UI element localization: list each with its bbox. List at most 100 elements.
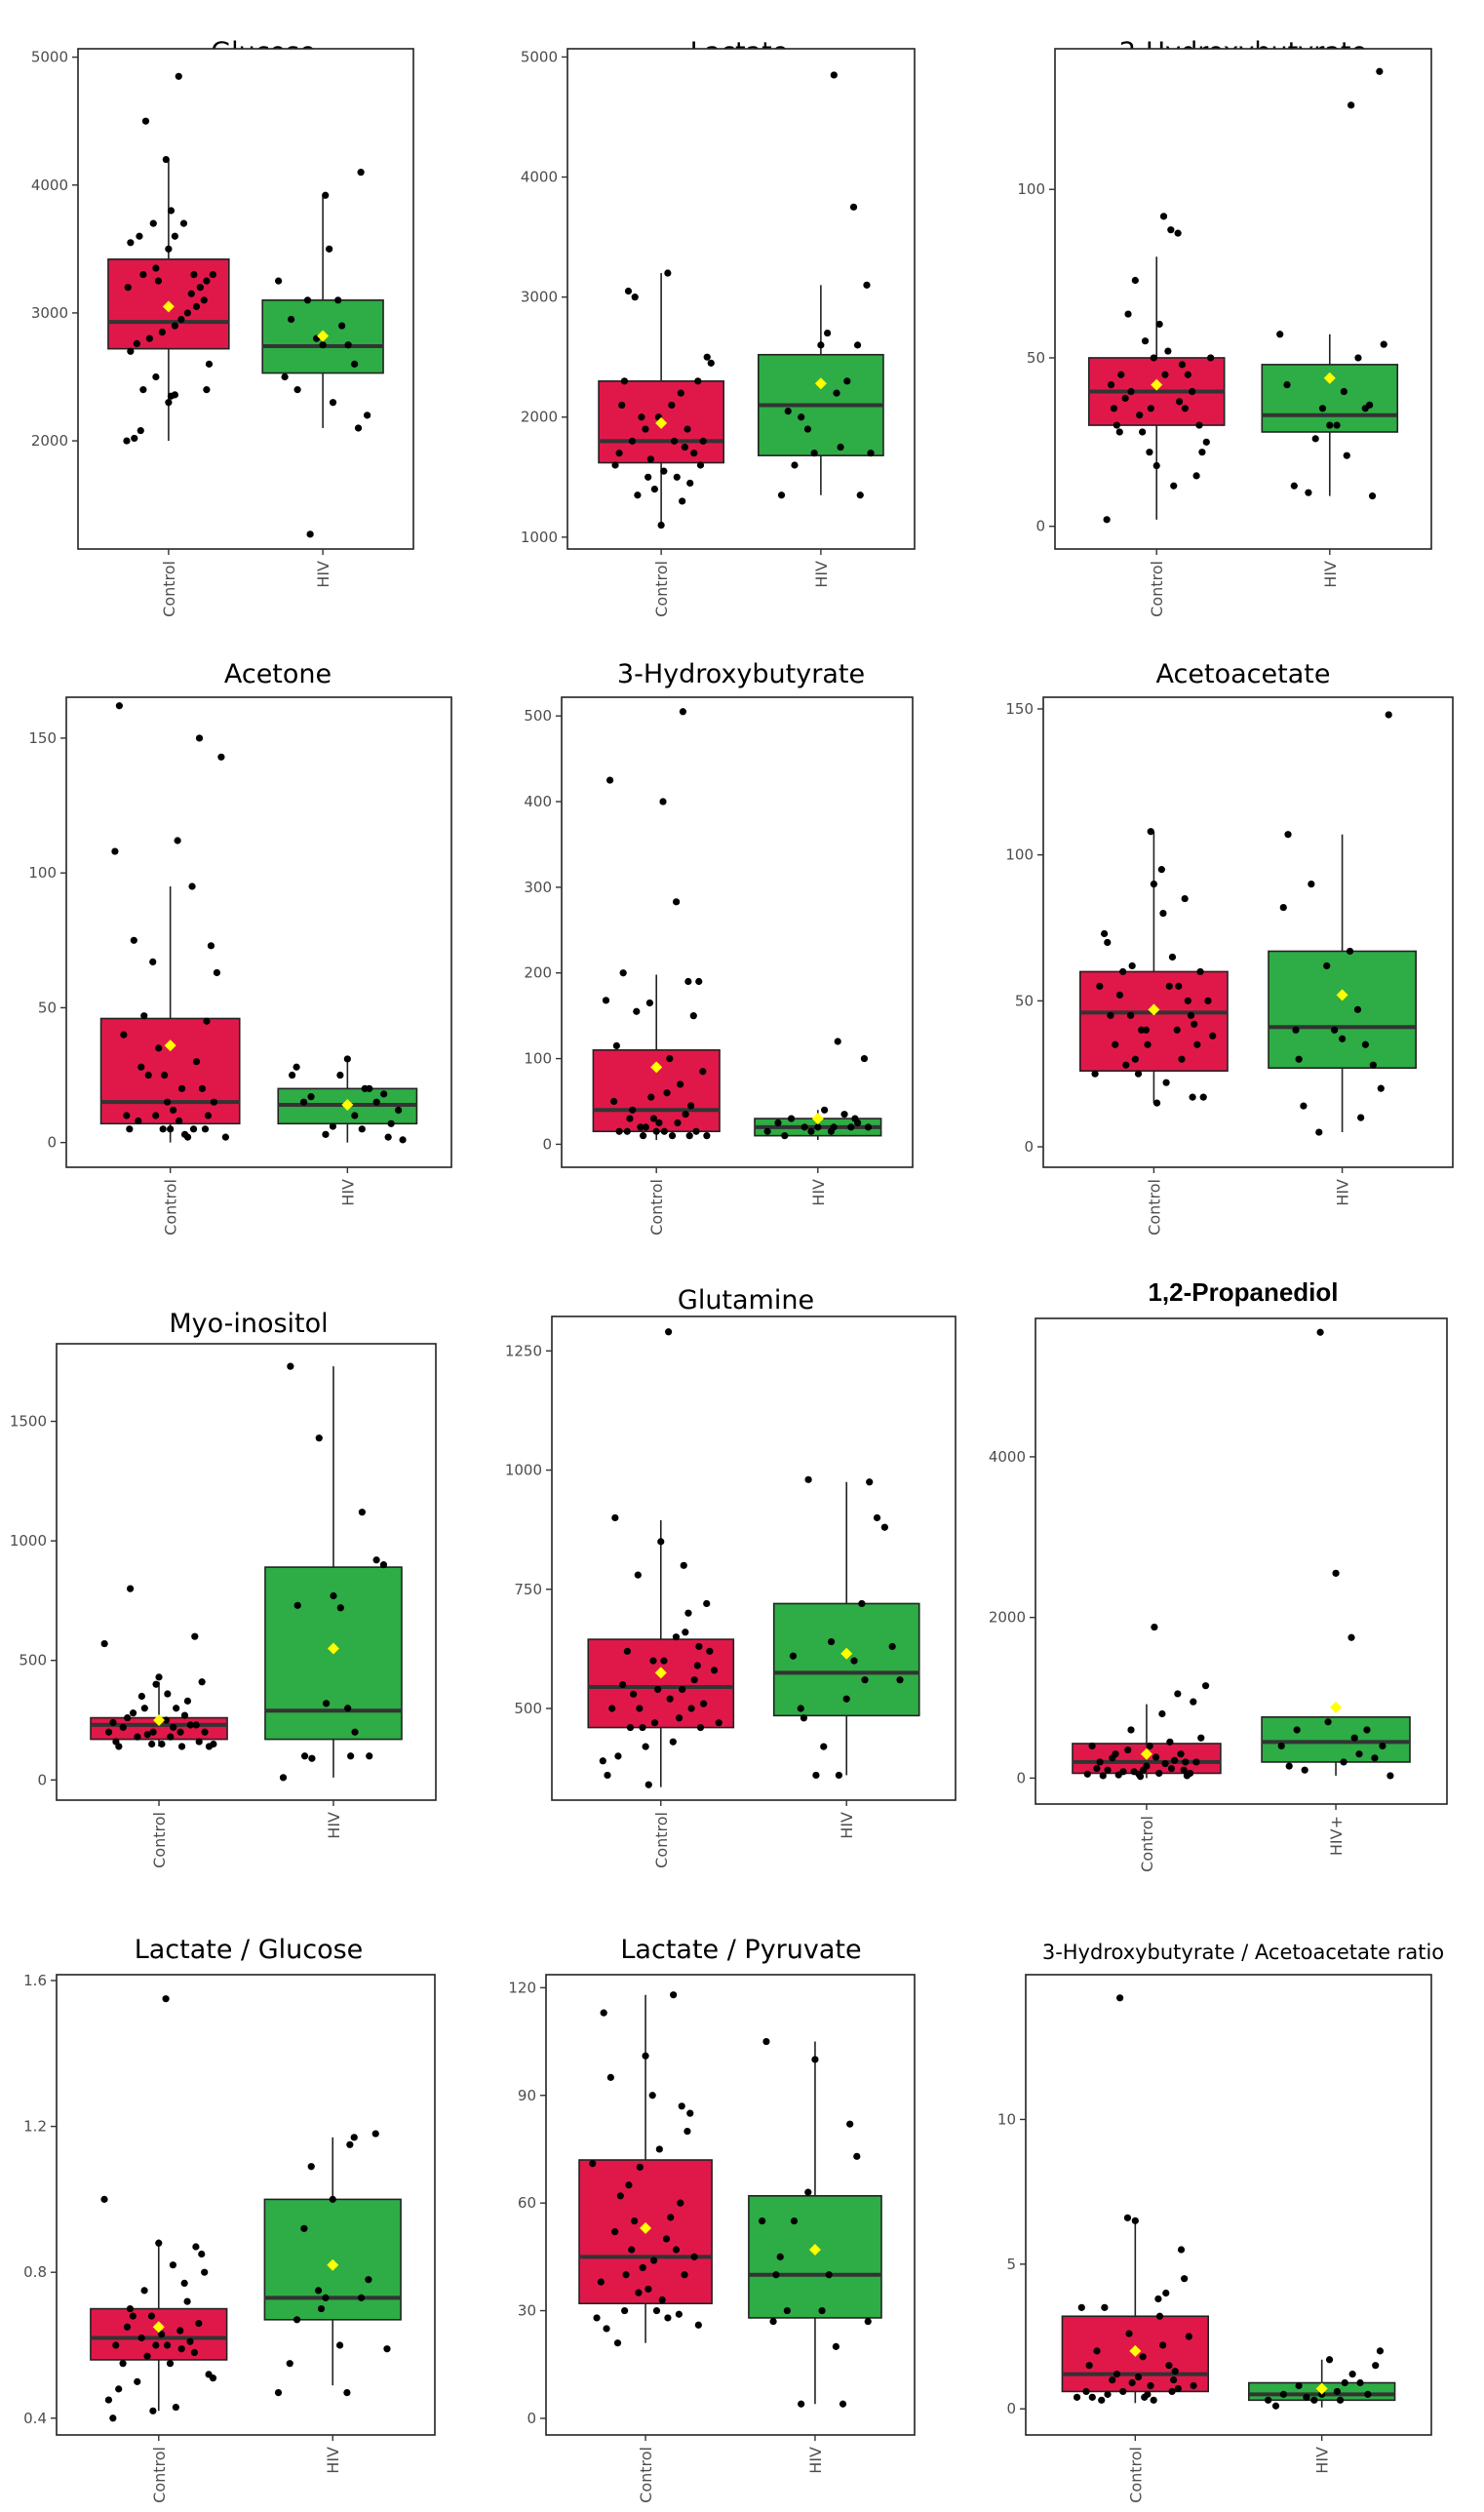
y-tick-label: 100 xyxy=(1017,180,1045,198)
iqr-box xyxy=(1261,1716,1411,1763)
data-point xyxy=(1184,371,1191,378)
data-point xyxy=(673,473,681,481)
panel-glutamine: Glutamine 500 750 1000 1250 Control HIV xyxy=(505,1285,957,1868)
data-point xyxy=(801,1123,808,1131)
data-point xyxy=(1141,337,1150,345)
data-point xyxy=(593,2314,601,2322)
data-point xyxy=(124,284,132,292)
data-point xyxy=(335,2341,344,2349)
data-point xyxy=(143,1731,151,1739)
data-point xyxy=(201,2268,209,2276)
data-point xyxy=(677,389,684,397)
data-point xyxy=(657,1538,665,1546)
data-point xyxy=(1202,438,1210,446)
data-point xyxy=(351,1728,359,1736)
data-point xyxy=(1165,982,1173,990)
data-point xyxy=(860,1054,869,1063)
y-tick-label: 0.8 xyxy=(23,2263,47,2281)
data-point xyxy=(655,1119,663,1127)
data-point xyxy=(115,2385,123,2393)
data-point xyxy=(140,1705,148,1712)
data-point xyxy=(827,1637,836,1646)
data-point xyxy=(323,1700,331,1707)
box-control xyxy=(592,708,721,1141)
data-point xyxy=(858,1599,866,1608)
data-point xyxy=(618,401,626,410)
mean-marker xyxy=(654,1667,667,1679)
y-tick-label: 5000 xyxy=(31,49,68,66)
data-point xyxy=(1293,1726,1301,1734)
data-point xyxy=(137,2334,145,2342)
data-point xyxy=(1147,2381,1154,2390)
data-point xyxy=(660,467,668,475)
data-point xyxy=(1157,866,1165,874)
data-point xyxy=(1336,2396,1345,2404)
data-point xyxy=(192,302,201,310)
data-point xyxy=(1162,1079,1170,1086)
data-point xyxy=(179,219,188,227)
data-point xyxy=(149,2407,157,2414)
data-point xyxy=(152,373,160,381)
data-point xyxy=(1178,361,1187,369)
y-tick-label: 500 xyxy=(514,1700,542,1717)
data-point xyxy=(1136,412,1144,419)
data-point xyxy=(171,391,178,399)
data-point xyxy=(344,1705,352,1712)
data-point xyxy=(696,461,705,469)
data-point xyxy=(1161,1759,1169,1768)
data-point xyxy=(1128,2378,1136,2387)
data-point xyxy=(134,1733,141,1741)
data-point xyxy=(1141,2393,1149,2401)
data-point xyxy=(1376,2347,1385,2355)
data-point xyxy=(791,461,799,469)
data-point xyxy=(1195,421,1203,429)
data-point xyxy=(769,2318,777,2326)
data-point xyxy=(703,353,711,361)
data-point xyxy=(1159,909,1167,918)
data-point xyxy=(690,1676,698,1684)
data-point xyxy=(1167,1764,1176,1773)
box-control xyxy=(587,1328,735,1788)
y-tick-label: 0 xyxy=(542,1135,552,1153)
data-point xyxy=(626,1723,635,1732)
box-control xyxy=(1079,828,1229,1107)
data-point xyxy=(853,341,862,349)
data-point xyxy=(659,798,667,805)
data-point xyxy=(365,2276,372,2284)
data-point xyxy=(696,1723,705,1732)
panel-title: Lactate / Glucose xyxy=(135,1935,364,1965)
data-point xyxy=(629,1106,637,1114)
data-point xyxy=(787,1115,796,1122)
data-point xyxy=(631,2217,639,2225)
data-point xyxy=(1127,1726,1135,1734)
data-point xyxy=(660,1657,668,1665)
data-point xyxy=(861,1676,869,1684)
data-point xyxy=(158,2331,166,2338)
box-hiv xyxy=(277,1055,418,1144)
data-point xyxy=(1324,1718,1332,1726)
data-point xyxy=(336,1071,344,1079)
data-point xyxy=(781,1132,789,1140)
data-point xyxy=(1099,1772,1107,1780)
data-point xyxy=(703,1132,711,1140)
data-point xyxy=(1109,2375,1116,2384)
data-point xyxy=(628,437,637,445)
data-point xyxy=(1347,101,1355,109)
data-point xyxy=(1147,405,1154,412)
category-label: HIV xyxy=(1313,2447,1332,2474)
box-control xyxy=(598,269,724,530)
data-point xyxy=(1364,2390,1372,2398)
category-label: Control xyxy=(652,1812,671,1868)
plot-frame xyxy=(1042,696,1454,1168)
data-point xyxy=(274,2389,283,2397)
category-label: HIV xyxy=(806,2447,825,2474)
data-point xyxy=(597,2278,605,2286)
data-point xyxy=(817,341,825,349)
box-hiv xyxy=(1261,1328,1411,1780)
data-point xyxy=(1152,461,1160,470)
data-point xyxy=(399,1136,407,1144)
data-point xyxy=(171,232,178,240)
data-point xyxy=(1189,387,1196,396)
data-point xyxy=(1168,2387,1176,2396)
data-point xyxy=(203,1017,211,1025)
